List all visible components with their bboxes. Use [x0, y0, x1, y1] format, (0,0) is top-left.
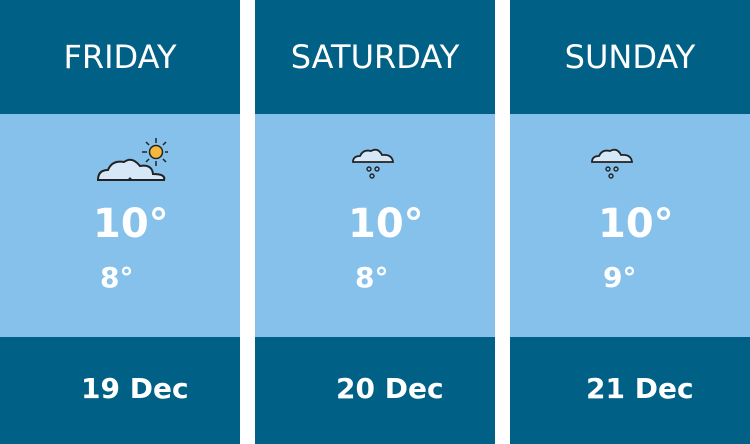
cloud-rain-icon	[591, 148, 634, 179]
date-label: 20 Dec	[336, 372, 444, 405]
date-footer: 20 Dec	[255, 337, 495, 444]
low-temperature: 9°	[603, 261, 637, 294]
day-card-sunday: SUNDAY 10° 9° 21 Dec	[510, 0, 750, 444]
day-name: FRIDAY	[0, 0, 240, 114]
forecast-panel: 10° 8°	[0, 114, 240, 337]
high-temperature: 10°	[93, 201, 169, 247]
partly-cloudy-icon	[96, 138, 168, 181]
high-temperature: 10°	[598, 201, 674, 247]
forecast-panel: 10° 8°	[255, 114, 495, 337]
day-name: SATURDAY	[255, 0, 495, 114]
day-card-saturday: SATURDAY 10° 8° 20 Dec	[255, 0, 495, 444]
day-card-friday: FRIDAY 10° 8° 19 Dec	[0, 0, 240, 444]
forecast-panel: 10° 9°	[510, 114, 750, 337]
date-label: 19 Dec	[81, 372, 189, 405]
low-temperature: 8°	[355, 261, 389, 294]
date-footer: 21 Dec	[510, 337, 750, 444]
low-temperature: 8°	[100, 261, 134, 294]
cloud-rain-icon	[352, 148, 395, 179]
day-name: SUNDAY	[510, 0, 750, 114]
high-temperature: 10°	[348, 201, 424, 247]
date-footer: 19 Dec	[0, 337, 240, 444]
date-label: 21 Dec	[586, 372, 694, 405]
